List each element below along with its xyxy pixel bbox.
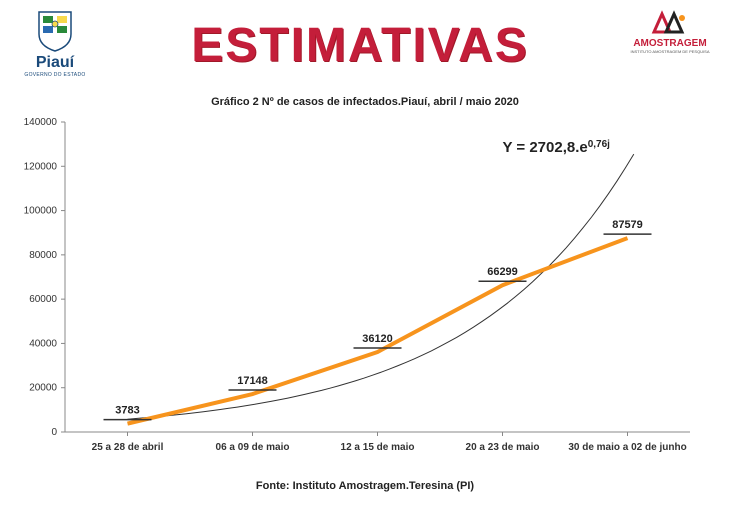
piaui-logo: Piauí GOVERNO DO ESTADO — [20, 10, 90, 78]
line-chart: 0 20000 40000 60000 80000 100000 120000 140000 2… — [10, 112, 710, 472]
svg-text:66299: 66299 — [487, 266, 518, 278]
shield-icon — [37, 10, 73, 52]
svg-text:80000: 80000 — [29, 250, 57, 261]
svg-text:17148: 17148 — [237, 375, 268, 387]
svg-text:0: 0 — [51, 427, 57, 438]
chart-area: 0 20000 40000 60000 80000 100000 120000 140000 2… — [10, 112, 710, 472]
svg-text:87579: 87579 — [612, 219, 643, 231]
svg-text:20 a 23 de maio: 20 a 23 de maio — [466, 442, 540, 453]
piaui-name: Piauí — [36, 54, 74, 72]
amostragem-icon — [650, 10, 690, 36]
amostragem-sub: INSTITUTO AMOSTRAGEM DE PESQUISA — [630, 49, 709, 54]
svg-text:Y = 2702,8.e0,76j: Y = 2702,8.e0,76j — [503, 139, 611, 157]
svg-text:3783: 3783 — [115, 405, 139, 417]
amostragem-name: AMOSTRAGEM — [633, 38, 706, 49]
svg-text:140000: 140000 — [24, 117, 58, 128]
svg-text:25 a 28 de abril: 25 a 28 de abril — [92, 442, 164, 453]
svg-text:12 a 15 de maio: 12 a 15 de maio — [341, 442, 415, 453]
svg-text:100000: 100000 — [24, 206, 58, 217]
svg-text:20000: 20000 — [29, 383, 57, 394]
svg-text:120000: 120000 — [24, 161, 58, 172]
svg-text:60000: 60000 — [29, 294, 57, 305]
piaui-sub: GOVERNO DO ESTADO — [24, 72, 85, 78]
svg-text:30 de maio a 02 de junho: 30 de maio a 02 de junho — [568, 442, 686, 453]
svg-text:06 a 09 de maio: 06 a 09 de maio — [216, 442, 290, 453]
page-title: ESTIMATIVAS — [90, 18, 630, 73]
svg-text:40000: 40000 — [29, 338, 57, 349]
chart-subtitle: Gráfico 2 Nº de casos de infectados.Piau… — [0, 96, 730, 108]
chart-footer: Fonte: Instituto Amostragem.Teresina (PI… — [0, 480, 730, 492]
amostragem-logo: AMOSTRAGEM INSTITUTO AMOSTRAGEM DE PESQU… — [630, 10, 710, 54]
svg-text:36120: 36120 — [362, 333, 393, 345]
